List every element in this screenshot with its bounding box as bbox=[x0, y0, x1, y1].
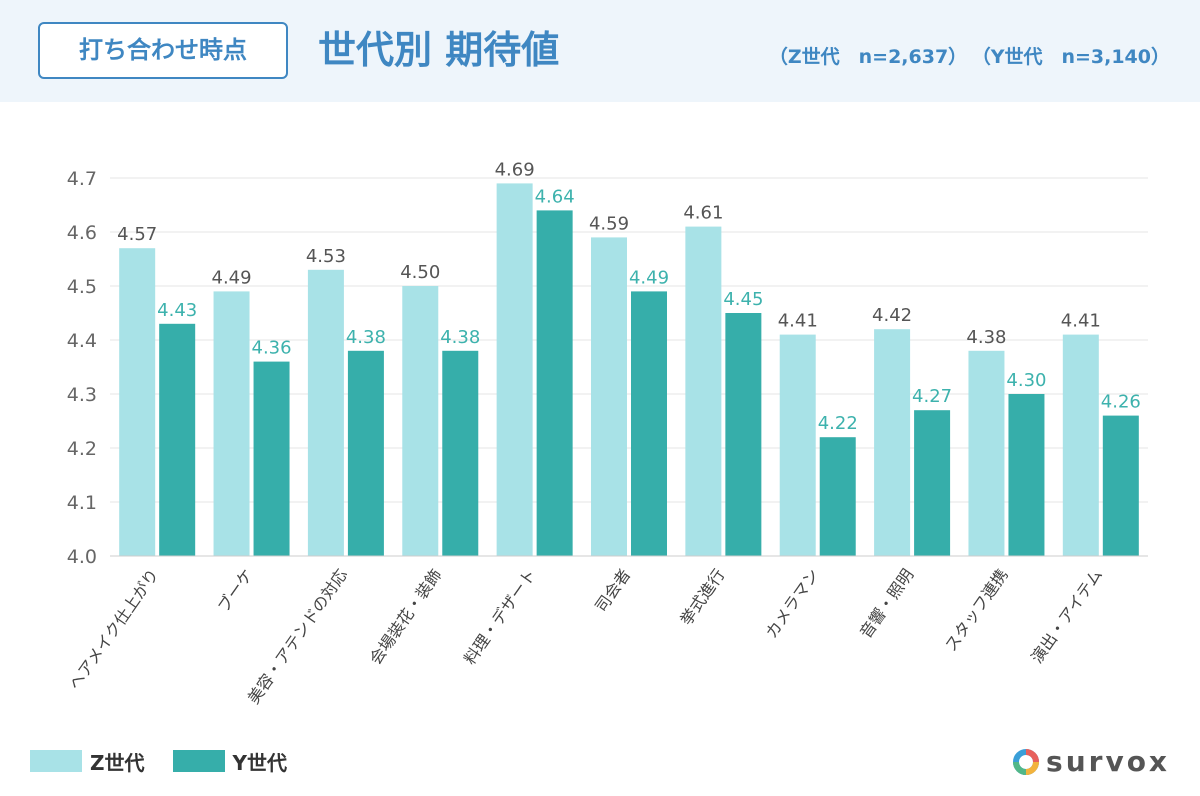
sample-size-z: （Z世代 n=2,637） bbox=[768, 46, 968, 68]
x-category-label: 挙式進行 bbox=[676, 565, 728, 628]
data-label-z: 4.57 bbox=[117, 224, 157, 245]
x-category-label: スタッフ連携 bbox=[941, 565, 1012, 655]
bar-chart: 4.0 4.1 4.2 4.3 4.4 4.5 4.6 4.7 4.57 4.43 ヘアメイク仕上が… bbox=[65, 159, 1148, 707]
x-category-label: ブーケ bbox=[214, 565, 257, 615]
bar-z bbox=[591, 237, 627, 556]
bar-z bbox=[496, 183, 533, 556]
data-label-y: 4.30 bbox=[1006, 370, 1046, 391]
bar-y bbox=[253, 361, 290, 556]
bar-z bbox=[1062, 334, 1099, 556]
legend-swatch-y bbox=[172, 750, 225, 772]
data-label-z: 4.49 bbox=[212, 267, 252, 288]
legend-label-y: Y世代 bbox=[232, 750, 287, 775]
bar-y bbox=[1008, 394, 1045, 556]
bar-y bbox=[347, 350, 384, 556]
legend-label-z: Z世代 bbox=[90, 750, 145, 775]
y-tick-label: 4.5 bbox=[67, 276, 97, 298]
data-label-z: 4.53 bbox=[306, 246, 346, 267]
data-label-y: 4.26 bbox=[1101, 392, 1141, 413]
bar-z bbox=[874, 329, 911, 556]
x-category-label: 料理・デザート bbox=[460, 565, 540, 668]
data-label-z: 4.41 bbox=[1061, 311, 1101, 332]
legend-item-z: Z世代 bbox=[30, 747, 145, 776]
data-label-z: 4.41 bbox=[778, 311, 818, 332]
data-label-z: 4.59 bbox=[589, 213, 629, 234]
data-label-y: 4.38 bbox=[346, 327, 386, 348]
y-tick-label: 4.7 bbox=[67, 168, 97, 190]
survox-logo: survox bbox=[1012, 745, 1170, 778]
data-label-z: 4.50 bbox=[400, 262, 440, 283]
data-label-y: 4.64 bbox=[535, 186, 575, 207]
data-label-y: 4.49 bbox=[629, 267, 669, 288]
logo-ring-icon bbox=[1013, 748, 1040, 775]
y-tick-label: 4.6 bbox=[67, 222, 97, 244]
data-label-y: 4.27 bbox=[912, 386, 952, 407]
bar-y bbox=[725, 313, 762, 556]
legend-item-y: Y世代 bbox=[172, 747, 287, 776]
bar-z bbox=[119, 248, 156, 556]
y-tick-label: 4.1 bbox=[67, 492, 97, 514]
timing-badge: 打ち合わせ時点 bbox=[38, 22, 288, 79]
header-band: 打ち合わせ時点 世代別 期待値 （Z世代 n=2,637） （Y世代 n=3,14… bbox=[0, 0, 1200, 102]
bar-z bbox=[402, 286, 439, 556]
data-label-y: 4.45 bbox=[723, 289, 763, 310]
x-category-label: 音響・照明 bbox=[856, 565, 917, 641]
legend-swatch-z bbox=[30, 750, 82, 772]
data-label-y: 4.38 bbox=[440, 327, 480, 348]
data-label-z: 4.42 bbox=[872, 305, 912, 326]
bar-z bbox=[968, 350, 1005, 556]
bar-z bbox=[779, 334, 816, 556]
y-tick-label: 4.2 bbox=[67, 438, 97, 460]
y-tick-label: 4.0 bbox=[67, 546, 97, 568]
bar-y bbox=[631, 291, 667, 556]
chart-title: 世代別 期待値 bbox=[318, 28, 560, 72]
bar-y bbox=[442, 350, 479, 556]
data-label-z: 4.69 bbox=[495, 159, 535, 180]
bar-y bbox=[159, 323, 196, 556]
y-tick-label: 4.4 bbox=[67, 330, 97, 352]
x-category-label: 会場装花・装飾 bbox=[366, 565, 446, 668]
data-label-y: 4.36 bbox=[252, 338, 292, 359]
bar-y bbox=[914, 410, 951, 556]
data-label-y: 4.22 bbox=[818, 413, 858, 434]
x-category-label: カメラマン bbox=[762, 565, 823, 641]
bar-y bbox=[1102, 415, 1139, 556]
sample-sizes: （Z世代 n=2,637） （Y世代 n=3,140） bbox=[755, 42, 1170, 69]
x-category-label: 演出・アイテム bbox=[1027, 565, 1106, 666]
bar-z bbox=[213, 291, 250, 556]
bar-z bbox=[307, 269, 344, 556]
y-tick-label: 4.3 bbox=[67, 384, 97, 406]
x-category-label: ヘアメイク仕上がり bbox=[65, 565, 163, 693]
logo-text: survox bbox=[1046, 745, 1170, 778]
data-label-z: 4.61 bbox=[683, 203, 723, 224]
x-category-label: 司会者 bbox=[591, 565, 634, 615]
bar-y bbox=[819, 437, 856, 556]
x-category-label: 美容・アテンドの対応 bbox=[244, 565, 351, 707]
bar-y bbox=[536, 210, 573, 556]
legend: Z世代 Y世代 bbox=[30, 747, 315, 776]
data-label-y: 4.43 bbox=[157, 300, 197, 321]
bar-z bbox=[685, 226, 722, 556]
sample-size-y: （Y世代 n=3,140） bbox=[981, 46, 1170, 68]
data-label-z: 4.38 bbox=[966, 327, 1006, 348]
